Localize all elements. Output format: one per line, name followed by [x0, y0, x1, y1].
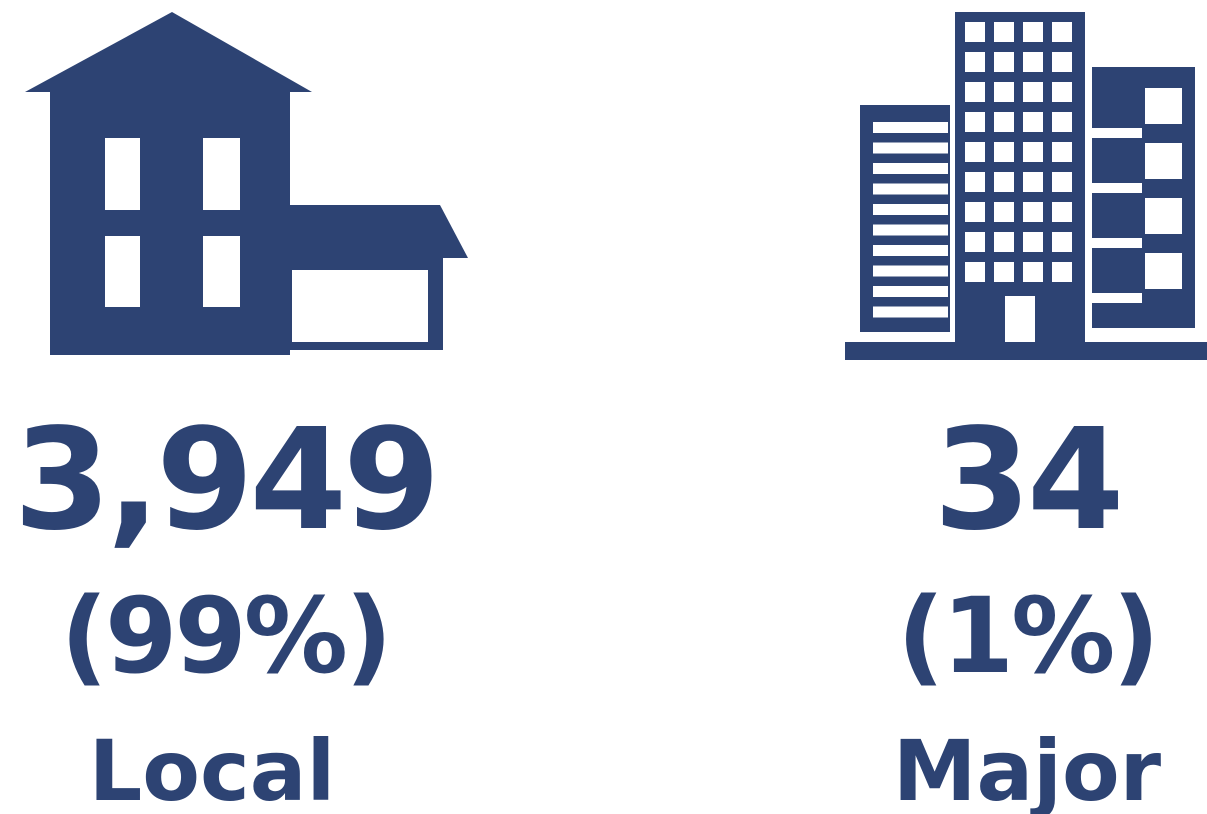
window	[105, 138, 140, 210]
window	[965, 142, 985, 162]
house-windows	[105, 138, 428, 342]
label: Major	[893, 722, 1162, 814]
window	[105, 236, 140, 307]
window	[873, 306, 948, 318]
window	[1145, 253, 1182, 289]
window	[1052, 172, 1072, 192]
share: (1%)	[897, 575, 1157, 697]
window	[1052, 232, 1072, 252]
window	[873, 245, 948, 256]
window	[1092, 238, 1142, 248]
building-windows	[873, 22, 1182, 342]
window	[994, 82, 1014, 102]
house-roof	[25, 12, 312, 92]
window	[203, 138, 240, 210]
window	[1052, 22, 1072, 42]
window	[873, 163, 948, 174]
share: (99%)	[61, 575, 390, 697]
window	[965, 82, 985, 102]
ground	[845, 342, 1207, 360]
house-body	[50, 90, 290, 355]
window	[965, 262, 985, 282]
window	[873, 142, 948, 154]
left-building	[860, 105, 950, 332]
garage-door	[292, 270, 428, 342]
window	[1052, 52, 1072, 72]
window	[1052, 112, 1072, 132]
garage-roof	[290, 205, 468, 258]
window	[965, 52, 985, 72]
window	[203, 236, 240, 307]
window	[994, 202, 1014, 222]
window	[1023, 82, 1043, 102]
window	[1023, 112, 1043, 132]
window	[1092, 183, 1142, 193]
window	[1145, 88, 1182, 124]
window	[1052, 262, 1072, 282]
window	[873, 265, 948, 277]
window	[1052, 202, 1072, 222]
window	[965, 22, 985, 42]
window	[1145, 198, 1182, 234]
window	[965, 112, 985, 132]
window	[873, 204, 948, 215]
window	[994, 172, 1014, 192]
label: Local	[89, 722, 336, 814]
window	[873, 224, 948, 236]
window	[1052, 142, 1072, 162]
window	[965, 202, 985, 222]
window	[994, 112, 1014, 132]
window	[994, 262, 1014, 282]
window	[1023, 142, 1043, 162]
window	[1092, 293, 1142, 303]
count: 34	[934, 399, 1121, 562]
window	[994, 142, 1014, 162]
window	[1023, 232, 1043, 252]
window	[965, 172, 985, 192]
window	[873, 183, 948, 195]
window	[873, 286, 948, 297]
window	[1092, 128, 1142, 138]
window	[1145, 143, 1182, 179]
door	[1005, 296, 1035, 342]
window	[1052, 82, 1072, 102]
window	[994, 52, 1014, 72]
window	[873, 122, 948, 133]
window	[1023, 52, 1043, 72]
window	[994, 22, 1014, 42]
window	[1023, 262, 1043, 282]
window	[994, 232, 1014, 252]
window	[1023, 202, 1043, 222]
window	[965, 232, 985, 252]
window	[1023, 172, 1043, 192]
window	[1023, 22, 1043, 42]
count: 3,949	[14, 399, 437, 562]
house-icon	[25, 12, 468, 355]
